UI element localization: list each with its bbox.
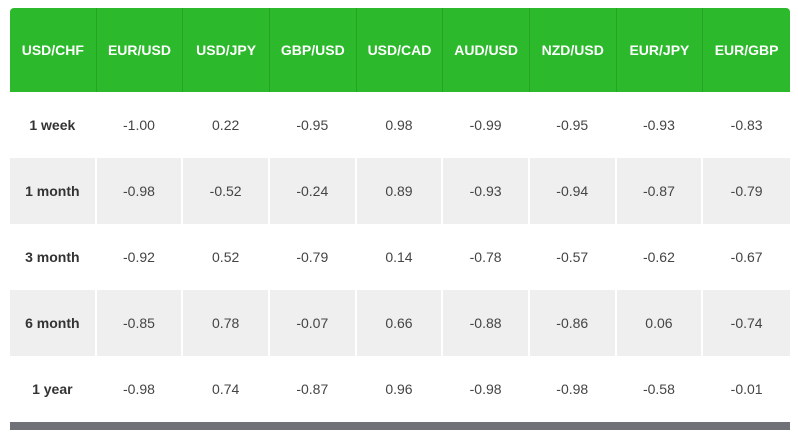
column-header: EUR/USD bbox=[96, 8, 184, 92]
column-header: NZD/USD bbox=[529, 8, 617, 92]
correlation-value: -0.52 bbox=[183, 158, 270, 224]
correlation-value: 0.74 bbox=[183, 356, 270, 422]
correlation-table-container: USD/CHF EUR/USD USD/JPY GBP/USD USD/CAD AUD/U… bbox=[10, 8, 790, 430]
correlation-value: -0.87 bbox=[270, 356, 357, 422]
correlation-value: -0.01 bbox=[730, 381, 763, 397]
correlation-value: -0.98 bbox=[96, 158, 184, 224]
correlation-value: -0.92 bbox=[97, 224, 184, 290]
correlation-value: 0.96 bbox=[357, 356, 444, 422]
row-label: 6 month bbox=[10, 290, 97, 356]
correlation-value: -0.94 bbox=[529, 158, 617, 224]
column-header: USD/JPY bbox=[183, 8, 270, 92]
correlation-value: -1.00 bbox=[97, 92, 184, 158]
correlation-value: 0.98 bbox=[357, 92, 444, 158]
column-header: AUD/USD bbox=[443, 8, 530, 92]
correlation-value: -0.93 bbox=[443, 158, 530, 224]
table-row: 3 month -0.92 0.52 -0.79 0.14 -0.78 -0.57 -0.62… bbox=[10, 224, 790, 290]
correlation-value: -0.67 bbox=[730, 249, 763, 265]
correlation-value: -0.57 bbox=[530, 224, 617, 290]
correlation-value: -0.98 bbox=[443, 356, 530, 422]
table-row: 1 week -1.00 0.22 -0.95 0.98 -0.99 -0.95 -0.93-… bbox=[10, 92, 790, 158]
correlation-value: -0.78 bbox=[443, 224, 530, 290]
correlation-value: -0.95 bbox=[530, 92, 617, 158]
correlation-value: 0.22 bbox=[183, 92, 270, 158]
correlation-value: -0.79 bbox=[703, 158, 790, 224]
correlation-value: -0.85 bbox=[96, 290, 184, 356]
column-header: USD/CHF bbox=[10, 8, 97, 92]
table-footer-bar bbox=[10, 422, 790, 430]
correlation-value: 0.52 bbox=[183, 224, 270, 290]
correlation-value: 0.89 bbox=[356, 158, 444, 224]
correlation-value: 0.78 bbox=[183, 290, 270, 356]
table-row: 1 year -0.98 0.74 -0.87 0.96 -0.98 -0.98 -0.58-… bbox=[10, 356, 790, 422]
correlation-value: -0.58 bbox=[617, 356, 704, 422]
table-row: 6 month -0.85 0.78 -0.07 0.66 -0.88 -0.86 0.06-… bbox=[10, 290, 790, 356]
column-header: EUR/JPY bbox=[616, 8, 704, 92]
correlation-value: -0.93 bbox=[617, 92, 704, 158]
correlation-value: 0.06 bbox=[616, 290, 704, 356]
correlation-value: -0.99 bbox=[443, 92, 530, 158]
table-header: USD/CHF EUR/USD USD/JPY GBP/USD USD/CAD AUD/U… bbox=[10, 8, 790, 92]
row-label: 1 week bbox=[10, 92, 97, 158]
correlation-value: -0.83 bbox=[730, 117, 763, 133]
correlation-value: -0.88 bbox=[443, 290, 530, 356]
correlation-value: -0.95 bbox=[270, 92, 357, 158]
correlation-value: -0.98 bbox=[530, 356, 617, 422]
correlation-value: -0.07 bbox=[269, 290, 357, 356]
row-label: 3 month bbox=[10, 224, 97, 290]
correlation-value: -0.86 bbox=[529, 290, 617, 356]
correlation-value: 0.14 bbox=[357, 224, 444, 290]
column-header: USD/CAD bbox=[356, 8, 444, 92]
correlation-value: -0.62 bbox=[617, 224, 704, 290]
correlation-table: USD/CHF EUR/USD USD/JPY GBP/USD USD/CAD AUD/U… bbox=[10, 8, 790, 422]
correlation-value: -0.98 bbox=[97, 356, 184, 422]
correlation-value: -0.74 bbox=[703, 290, 790, 356]
row-label: 1 year bbox=[10, 356, 97, 422]
table-body: 1 week -1.00 0.22 -0.95 0.98 -0.99 -0.95 -0.93-… bbox=[10, 92, 790, 422]
header-row: USD/CHF EUR/USD USD/JPY GBP/USD USD/CAD AUD/U… bbox=[10, 8, 790, 92]
column-header: EUR/GBP bbox=[703, 8, 790, 92]
table-row: 1 month -0.98 -0.52 -0.24 0.89 -0.93 -0.94 -0.8… bbox=[10, 158, 790, 224]
correlation-value: -0.24 bbox=[269, 158, 357, 224]
correlation-value: -0.79 bbox=[270, 224, 357, 290]
row-label: 1 month bbox=[10, 158, 97, 224]
correlation-value: 0.66 bbox=[356, 290, 444, 356]
correlation-value: -0.87 bbox=[616, 158, 704, 224]
column-header: GBP/USD bbox=[269, 8, 357, 92]
